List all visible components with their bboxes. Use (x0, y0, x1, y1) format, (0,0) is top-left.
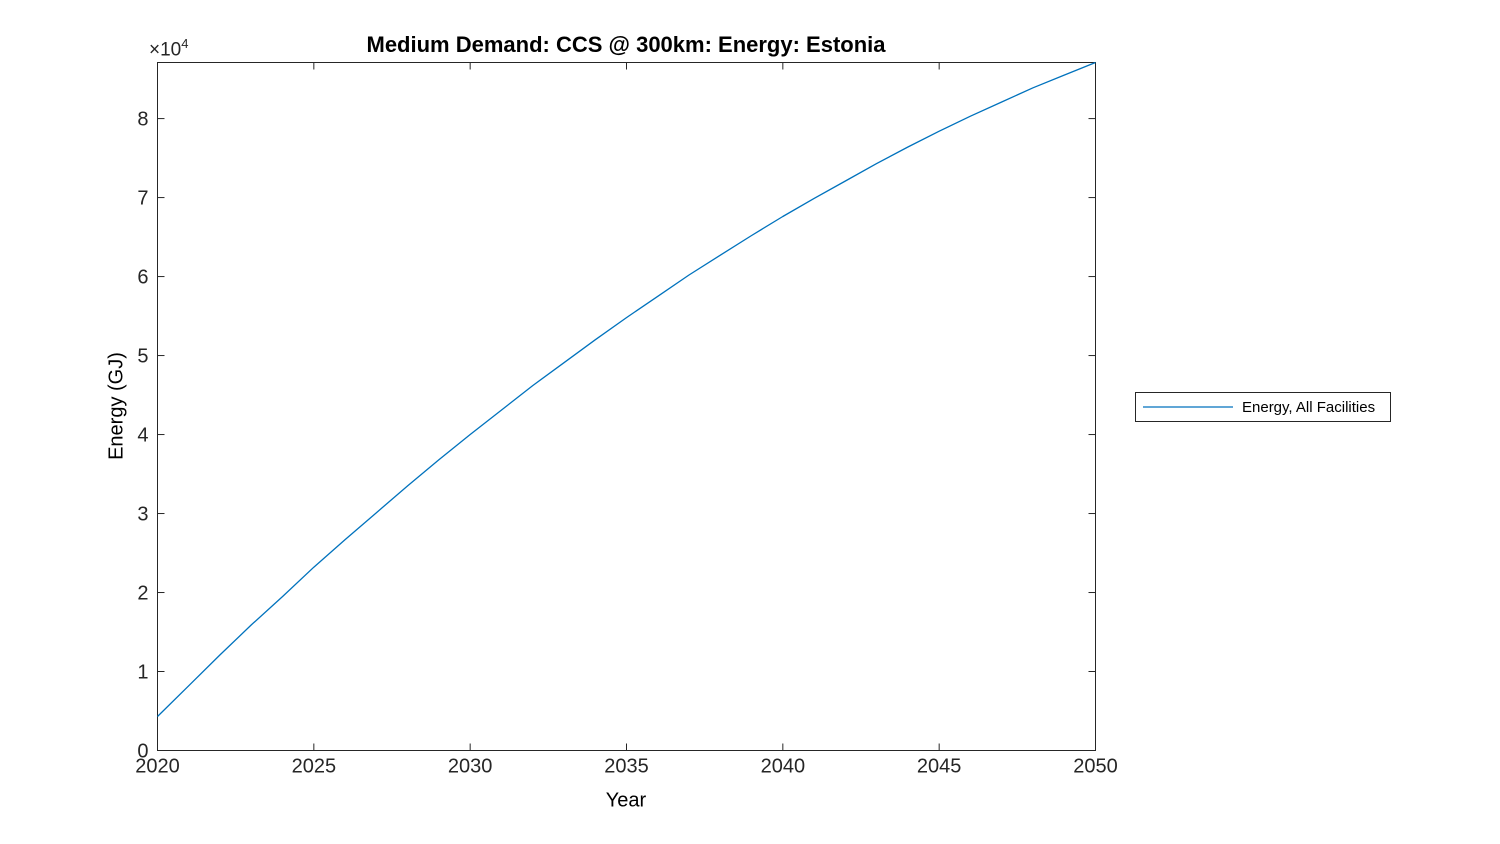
x-tick-label: 2045 (917, 756, 962, 778)
legend-line-sample (1143, 406, 1233, 408)
chart-title: Medium Demand: CCS @ 300km: Energy: Esto… (366, 32, 886, 57)
x-tick-label: 2035 (604, 756, 649, 778)
y-tick-label: 7 (137, 188, 148, 210)
y-tick-label: 5 (137, 346, 148, 368)
x-tick-label: 2040 (761, 756, 806, 778)
y-tick-label: 4 (137, 425, 148, 447)
x-tick-label: 2025 (292, 756, 337, 778)
offset-exponent: 4 (181, 36, 189, 51)
x-axis-label: Year (605, 789, 647, 812)
x-tick-label: 2030 (448, 756, 493, 778)
legend-entry-label: Energy, All Facilities (1242, 398, 1376, 416)
offset-base: ×10 (149, 39, 182, 61)
y-tick-label: 8 (137, 109, 148, 131)
y-tick-label: 0 (137, 741, 148, 763)
x-tick-label: 2020 (135, 756, 180, 778)
y-tick-label: 3 (137, 504, 148, 526)
legend-box: Energy, All Facilities (1135, 392, 1391, 422)
y-tick-label: 6 (137, 267, 148, 289)
y-axis-label: Energy (GJ) (105, 352, 128, 460)
y-tick-label: 2 (137, 583, 148, 605)
x-tick-label: 2050 (1073, 756, 1118, 778)
series-line (157, 61, 1096, 717)
y-tick-label: 1 (137, 662, 148, 684)
y-axis-exponent-label: ×104 (149, 36, 189, 61)
axes-box (157, 62, 1096, 751)
